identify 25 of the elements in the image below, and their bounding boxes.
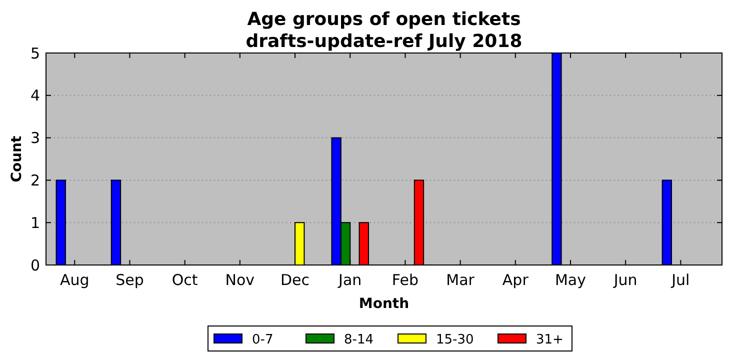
x-tick-label: Jan — [338, 271, 362, 289]
x-tick-label: Apr — [502, 271, 530, 289]
y-tick-label: 4 — [30, 86, 40, 105]
x-tick-label: Feb — [392, 271, 418, 289]
x-tick-label: May — [554, 271, 586, 289]
x-tick-label: Mar — [446, 271, 476, 289]
legend-label: 31+ — [536, 332, 564, 348]
y-tick-label: 1 — [30, 214, 40, 232]
y-tick-label: 0 — [30, 256, 40, 274]
x-tick-label: Jul — [670, 271, 690, 289]
legend-label: 8-14 — [344, 332, 374, 348]
x-tick-label: Sep — [116, 271, 144, 289]
legend-label: 0-7 — [252, 332, 274, 348]
x-axis-title: Month — [358, 296, 410, 312]
x-tick-label: Dec — [280, 271, 310, 289]
y-tick-label: 3 — [30, 129, 40, 148]
legend-label: 15-30 — [436, 332, 474, 348]
x-tick-label: Aug — [60, 271, 90, 289]
chart-title: Age groups of open tickets drafts-update-ref July 2018 — [246, 9, 522, 52]
y-axis-title: Count — [9, 135, 25, 182]
x-tick-label: Oct — [172, 271, 198, 289]
x-tick-label: Jun — [612, 271, 638, 289]
x-tick-label: Nov — [225, 271, 255, 289]
y-tick-label: 2 — [30, 171, 40, 190]
y-tick-label: 5 — [30, 44, 40, 62]
